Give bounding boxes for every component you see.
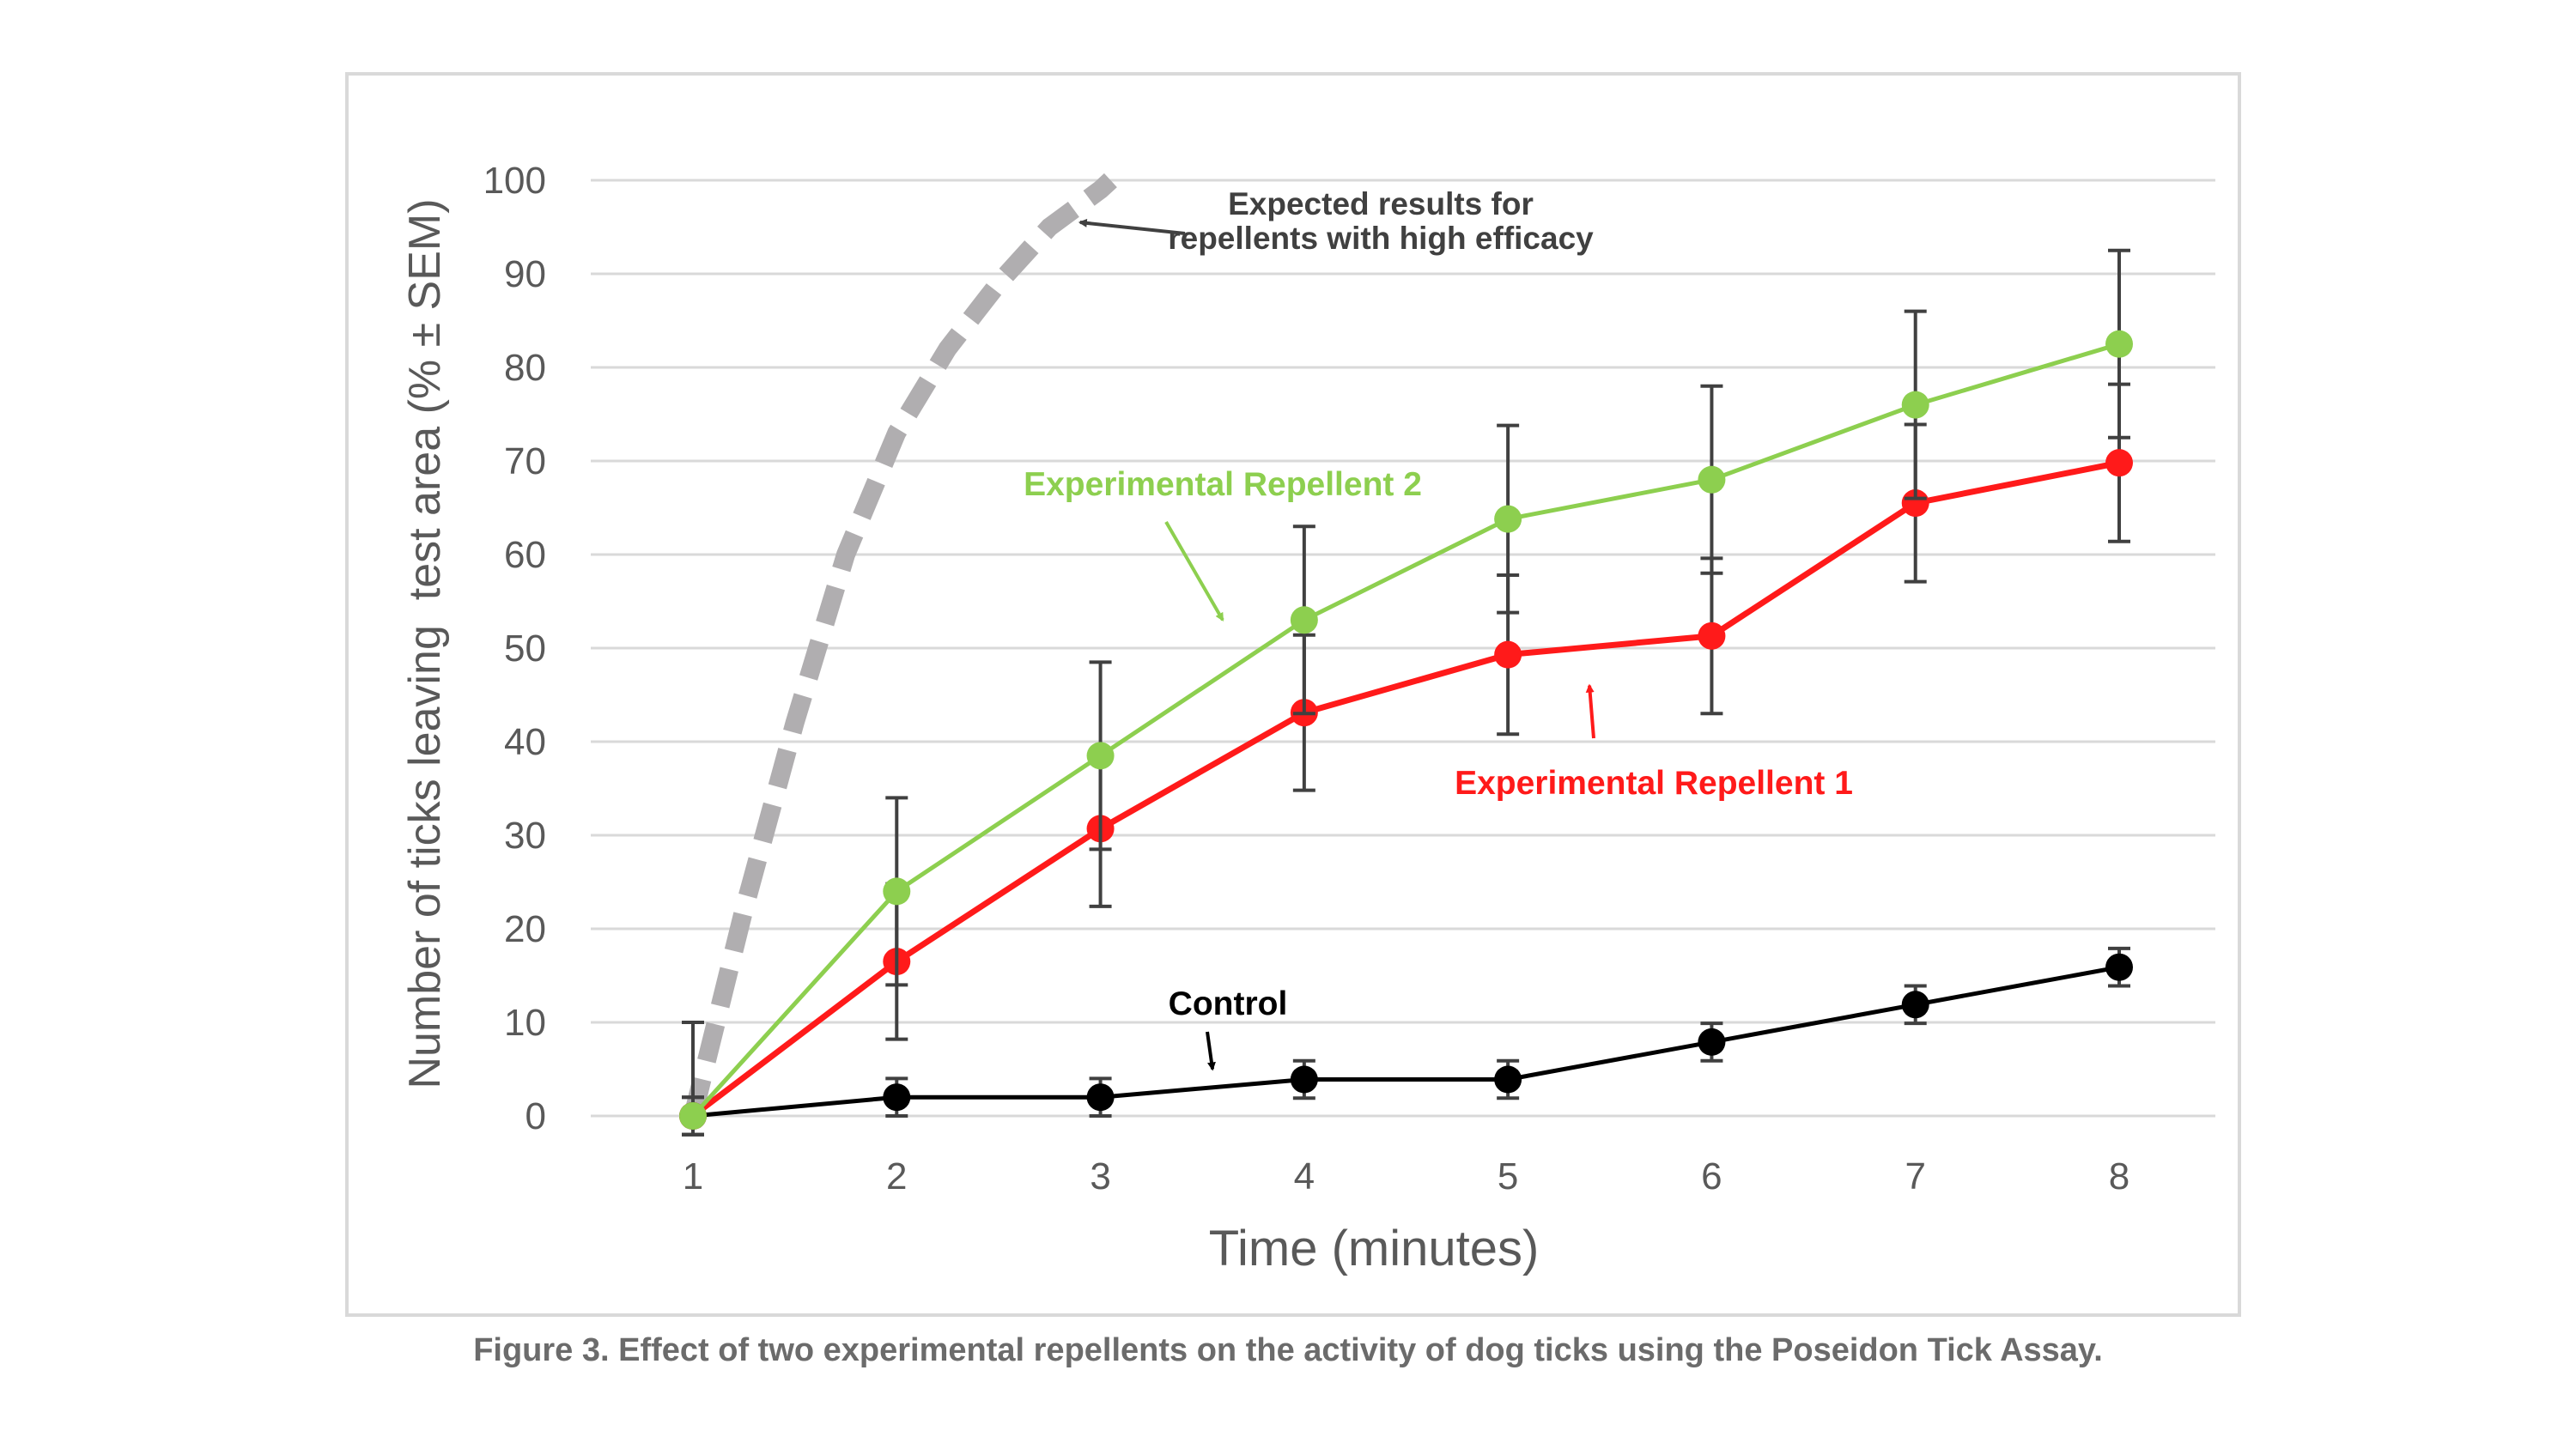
data-point [2105, 449, 2133, 477]
y-tick-label: 90 [504, 253, 546, 295]
x-tick-label: 1 [683, 1155, 703, 1197]
annotation-3: Control [1169, 985, 1288, 1071]
x-tick-label: 2 [886, 1155, 907, 1197]
data-point [1901, 991, 1929, 1019]
data-point [1901, 391, 1929, 419]
y-tick-label: 50 [504, 627, 546, 670]
y-axis-label: Number of ticks leaving test area (% ± S… [400, 198, 450, 1088]
x-tick-label: 3 [1090, 1155, 1110, 1197]
data-point [1290, 606, 1318, 634]
annotation-text: Experimental Repellent 1 [1455, 765, 1853, 802]
data-point [2105, 953, 2133, 981]
data-point [1698, 1028, 1726, 1056]
x-tick-label: 7 [1905, 1155, 1925, 1197]
y-tick-label: 70 [504, 440, 546, 482]
figure-caption: Figure 3. Effect of two experimental rep… [473, 1332, 2103, 1368]
annotation-text: Control [1169, 985, 1288, 1022]
annotation-arrow [1585, 683, 1595, 739]
annotation-1: Experimental Repellent 2 [1024, 466, 1422, 622]
data-point [883, 877, 911, 906]
annotation-arrow [1164, 521, 1224, 622]
series-line [690, 459, 2120, 1119]
data-point [1698, 621, 1726, 650]
data-point [1290, 1065, 1318, 1094]
y-tick-label: 20 [504, 908, 546, 950]
annotation-text: Experimental Repellent 2 [1024, 466, 1422, 503]
data-point [2105, 330, 2133, 358]
data-point [1698, 465, 1726, 494]
y-tick-label: 100 [483, 160, 546, 202]
annotation-arrow [1206, 1031, 1216, 1071]
series-expected-results-for-repellents-with-high-efficacy [683, 173, 1117, 1119]
y-tick-label: 40 [504, 721, 546, 763]
series-line [691, 342, 2120, 1118]
y-tick-label: 80 [504, 347, 546, 389]
data-point [1494, 505, 1522, 533]
y-tick-label: 30 [504, 815, 546, 857]
chart-frame [345, 72, 2241, 1317]
x-tick-label: 5 [1498, 1155, 1518, 1197]
x-tick-label: 6 [1701, 1155, 1722, 1197]
annotation-2: Experimental Repellent 1 [1455, 683, 1853, 802]
data-point [1494, 1065, 1522, 1094]
annotation-arrow [1078, 218, 1186, 235]
data-point [1494, 640, 1522, 669]
data-point [1901, 489, 1929, 518]
annotation-text: repellents with high efficacy [1168, 221, 1594, 256]
data-point [1086, 742, 1115, 770]
annotation-text: Expected results for [1228, 186, 1534, 221]
x-tick-label: 4 [1294, 1155, 1315, 1197]
x-tick-label: 8 [2109, 1155, 2129, 1197]
series-line [692, 965, 2120, 1119]
x-axis-label: Time (minutes) [1209, 1221, 1540, 1276]
series-experimental-repellent-2 [679, 248, 2133, 1137]
data-point [1086, 1083, 1115, 1112]
y-tick-label: 10 [504, 1002, 546, 1044]
expected-curve [683, 173, 1117, 1119]
y-tick-label: 0 [526, 1095, 546, 1137]
data-point [883, 1083, 911, 1112]
y-tick-label: 60 [504, 534, 546, 576]
data-point [679, 1102, 707, 1130]
